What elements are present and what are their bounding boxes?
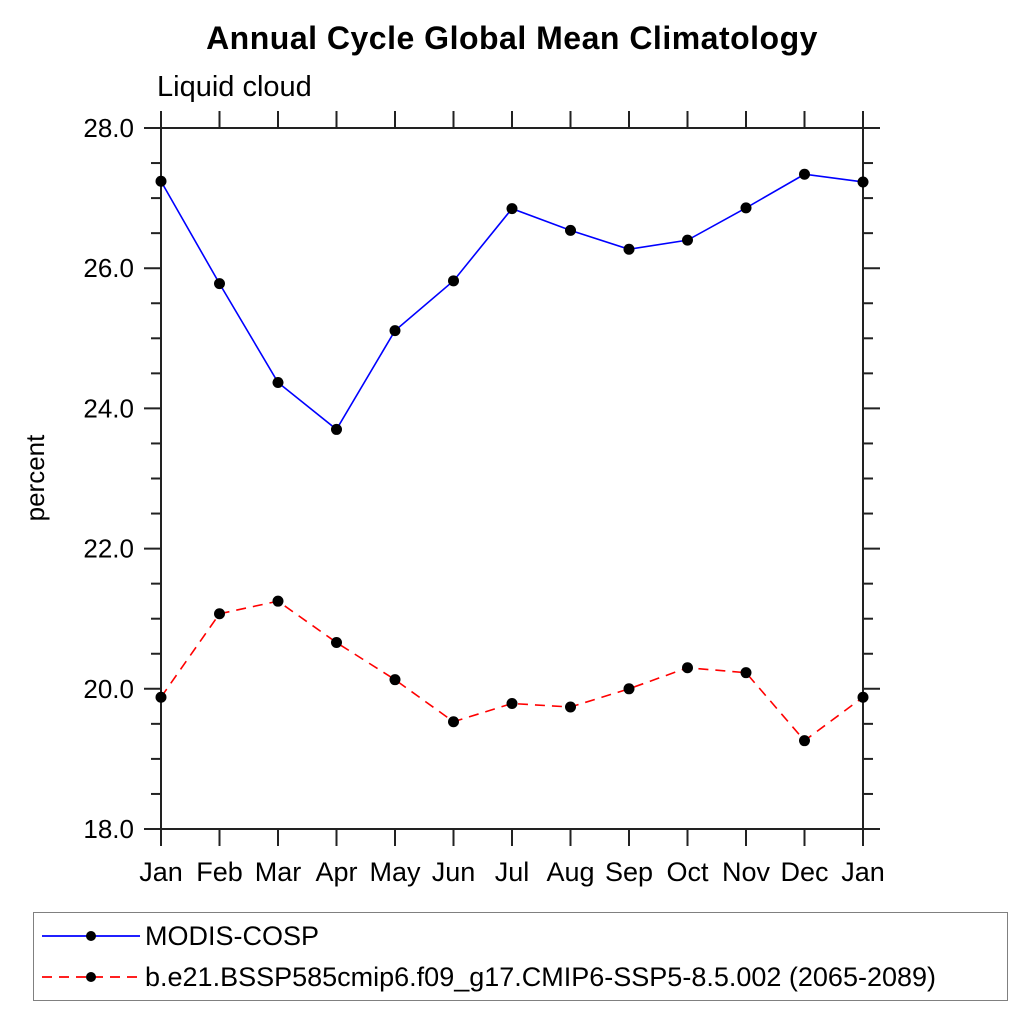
- data-point: [331, 423, 342, 435]
- data-point: [565, 701, 576, 713]
- data-point: [740, 202, 752, 214]
- data-point: [214, 278, 225, 290]
- data-point: [857, 691, 869, 703]
- x-tick-label: Mar: [255, 857, 302, 887]
- legend-entry-modis-cosp: MODIS-COSP: [34, 916, 1007, 957]
- legend-line-marker-icon: [42, 972, 140, 982]
- data-point: [740, 667, 752, 679]
- x-tick-label: Jan: [841, 857, 885, 887]
- x-tick-label: May: [369, 857, 421, 887]
- y-tick-label: 24.0: [83, 393, 134, 423]
- data-point: [389, 674, 401, 686]
- y-tick-label: 18.0: [83, 814, 134, 844]
- data-point: [799, 168, 810, 180]
- data-point: [623, 243, 635, 255]
- series-line-1: [160, 600, 864, 742]
- y-tick-label: 20.0: [83, 674, 134, 704]
- data-point: [623, 683, 635, 695]
- data-point: [857, 176, 869, 188]
- legend-entry-model: b.e21.BSSP585cmip6.f09_g17.CMIP6-SSP5-8.…: [34, 957, 1007, 998]
- data-point: [682, 662, 693, 674]
- legend-box: MODIS-COSP b.e21.BSSP585cmip6.f09_g17.CM…: [33, 912, 1008, 1001]
- data-point: [331, 637, 342, 649]
- plot-frame: [160, 127, 864, 830]
- data-point: [565, 224, 576, 236]
- x-tick-label: Jul: [495, 857, 530, 887]
- data-point: [799, 735, 810, 747]
- data-point: [389, 325, 401, 337]
- data-point: [155, 691, 167, 703]
- legend-line-marker-icon: [42, 931, 140, 941]
- data-point: [506, 698, 518, 710]
- x-tick-label: Jan: [139, 857, 183, 887]
- x-tick-label: Nov: [722, 857, 771, 887]
- data-point: [448, 716, 459, 728]
- data-point: [506, 203, 518, 215]
- chart-title: Annual Cycle Global Mean Climatology: [206, 20, 818, 56]
- y-tick-label: 22.0: [83, 534, 134, 564]
- data-point: [272, 376, 284, 388]
- legend-label: MODIS-COSP: [145, 920, 320, 951]
- x-tick-label: Jun: [432, 857, 476, 887]
- y-axis-title: percent: [20, 434, 50, 521]
- y-tick-label: 26.0: [83, 253, 134, 283]
- chart-subtitle: Liquid cloud: [157, 71, 312, 103]
- x-tick-label: Sep: [605, 857, 653, 887]
- y-tick-label: 28.0: [83, 113, 134, 143]
- x-tick-label: Apr: [315, 857, 357, 887]
- x-tick-label: Aug: [546, 857, 594, 887]
- x-tick-label: Oct: [666, 857, 709, 887]
- data-point: [682, 234, 693, 246]
- data-point: [448, 275, 459, 287]
- data-point: [272, 595, 284, 607]
- data-point: [214, 608, 225, 620]
- x-tick-label: Dec: [780, 857, 828, 887]
- data-point: [155, 175, 167, 187]
- x-tick-label: Feb: [196, 857, 243, 887]
- legend-label: b.e21.BSSP585cmip6.f09_g17.CMIP6-SSP5-8.…: [145, 961, 937, 992]
